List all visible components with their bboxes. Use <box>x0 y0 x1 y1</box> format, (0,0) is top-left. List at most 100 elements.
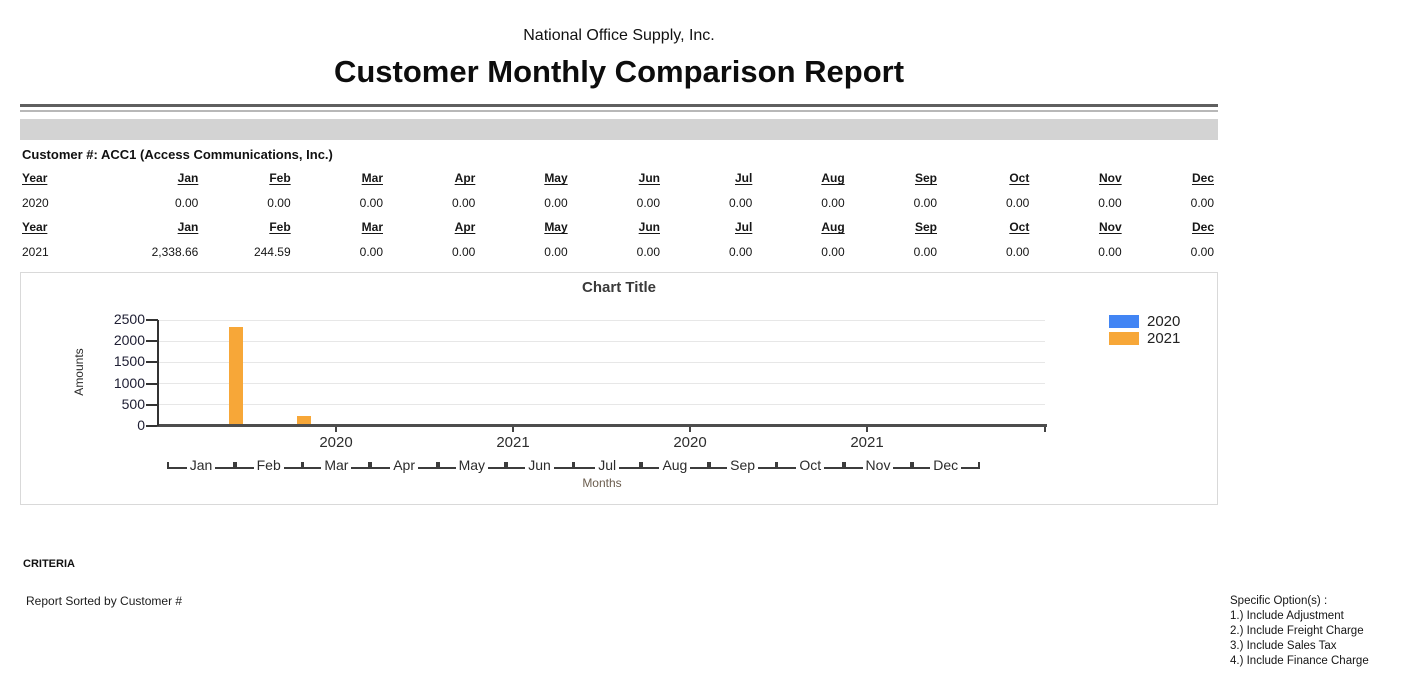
table-header-text: Sep <box>914 171 937 186</box>
table-header-text: Jun <box>638 220 660 235</box>
month-bracket-feb: Feb <box>234 452 303 473</box>
options-title: Specific Option(s) : <box>1230 595 1328 607</box>
y-tick-label: 2000 <box>113 332 145 349</box>
bar-2021 <box>296 416 311 426</box>
bracket-left-arm <box>776 462 797 469</box>
table-header-text: Nov <box>1098 171 1122 186</box>
bar-2021 <box>229 327 243 426</box>
month-label: Jul <box>598 456 617 473</box>
table-header-text: Nov <box>1098 220 1122 235</box>
month-label: Oct <box>799 456 822 473</box>
chart-panel: Chart Title Amounts 0 500 1000 1500 2000 2500… <box>20 272 1218 505</box>
option-item: 2.) Include Freight Charge <box>1230 625 1364 637</box>
table-header-nov: Nov <box>1031 171 1123 185</box>
table-header-text: May <box>544 171 568 186</box>
bracket-left-arm <box>573 462 596 469</box>
y-tick-label: 0 <box>137 417 145 433</box>
table-header-text: Apr <box>454 171 476 186</box>
table-value-cell: 244.59 <box>253 244 291 259</box>
option-item: 4.) Include Finance Charge <box>1230 655 1369 667</box>
table-header-may: May <box>477 171 569 185</box>
month-bracket-aug: Aug <box>640 452 709 473</box>
month-bracket-mar: Mar <box>302 452 371 473</box>
y-axis-label: Amounts <box>72 348 86 396</box>
x-axis-tick <box>866 426 868 432</box>
chart-legend: 2020 2021 <box>1109 313 1180 347</box>
table-value-cell: 0.00 <box>267 195 291 210</box>
month-bracket-nov: Nov <box>844 452 912 473</box>
table-header-text: Aug <box>821 171 845 186</box>
gridline <box>159 383 1045 385</box>
divider-thick <box>20 104 1218 107</box>
y-tick <box>146 425 158 427</box>
legend-item-2021: 2021 <box>1109 330 1180 347</box>
table-header-dec: Dec <box>1124 220 1216 234</box>
table-value-cell: 0.00 <box>728 244 753 259</box>
table-header-jan: Jan <box>108 171 200 185</box>
month-label: Mar <box>324 456 349 473</box>
table-value-cell: 2,338.66 <box>151 244 199 259</box>
gridline <box>159 319 1045 321</box>
table-header-apr: Apr <box>385 171 477 185</box>
month-bracket-sep: Sep <box>708 452 777 473</box>
table-header-row: Year Jan Feb Mar Apr May Jun Jul Aug Sep Oct Nov Dec <box>20 166 1216 191</box>
bracket-left-arm <box>167 462 187 469</box>
table-header-jan: Jan <box>108 220 200 234</box>
table-header-sep: Sep <box>847 220 939 234</box>
legend-label: 2020 <box>1147 313 1181 330</box>
table-header-jun: Jun <box>570 171 662 185</box>
y-tick <box>146 382 158 385</box>
table-header-aug: Aug <box>754 171 846 185</box>
table-header-text: Jul <box>734 171 753 186</box>
option-item: 1.) Include Adjustment <box>1230 610 1344 622</box>
y-axis-line <box>157 320 159 426</box>
month-label: Nov <box>865 456 891 473</box>
month-bracket-oct: Oct <box>776 452 845 473</box>
table-header-text: Aug <box>821 220 845 235</box>
month-bracket-may: May <box>437 452 506 473</box>
y-tick-label: 1500 <box>113 353 145 370</box>
y-tick-label: 500 <box>121 395 145 412</box>
table-header-text: Oct <box>1009 220 1030 235</box>
bracket-right-arm <box>351 462 371 469</box>
monthly-comparison-table: Year Jan Feb Mar Apr May Jun Jul Aug Sep Oct Nov Dec… <box>20 166 1216 264</box>
table-header-year: Year <box>20 220 108 234</box>
bracket-left-arm <box>911 462 931 469</box>
sort-description: Report Sorted by Customer # <box>26 594 183 608</box>
table-value-cell: 0.00 <box>1190 244 1214 259</box>
company-name: National Office Supply, Inc. <box>523 27 715 44</box>
table-header-text: Dec <box>1191 171 1214 186</box>
table-header-row: Year Jan Feb Mar Apr May Jun Jul Aug Sep Oct Nov Dec <box>20 215 1216 240</box>
bracket-right-arm <box>488 462 506 469</box>
month-bracket-jan: Jan <box>167 452 236 473</box>
legend-swatch-2020 <box>1109 315 1139 328</box>
x-axis-tick <box>689 426 691 432</box>
month-label: May <box>458 456 486 473</box>
gridline <box>159 404 1045 406</box>
report-title: Customer Monthly Comparison Report <box>333 54 905 89</box>
table-header-nov: Nov <box>1031 220 1123 234</box>
table-header-text: Jan <box>177 220 199 235</box>
legend-label: 2021 <box>1147 330 1181 347</box>
table-header-may: May <box>477 220 569 234</box>
x-axis-tick <box>512 426 514 432</box>
bracket-left-arm <box>505 462 526 469</box>
month-label: Apr <box>393 456 415 473</box>
year-label: 2021 <box>850 434 884 451</box>
month-label: Jan <box>189 456 213 473</box>
bracket-right-arm <box>215 462 236 469</box>
month-label: Jun <box>528 456 551 473</box>
gridline <box>159 361 1045 363</box>
table-value-cell: 0.00 <box>451 195 476 210</box>
table-value-cell: 0.00 <box>544 244 568 259</box>
year-label: 2021 <box>496 434 530 451</box>
table-value-cell: 0.00 <box>728 195 753 210</box>
table-value-cell: 0.00 <box>359 195 383 210</box>
x-axis-tick <box>335 426 337 432</box>
month-bracket-jun: Jun <box>505 452 574 473</box>
table-value-cell: 0.00 <box>821 195 845 210</box>
table-value-cell: 0.00 <box>1098 244 1122 259</box>
table-header-jun: Jun <box>570 220 662 234</box>
month-bracket-jul: Jul <box>573 452 642 473</box>
y-tick <box>146 340 158 343</box>
